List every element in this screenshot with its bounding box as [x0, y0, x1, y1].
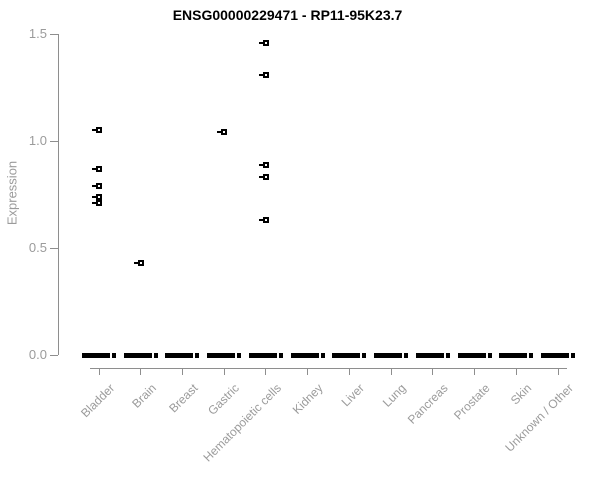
- x-category-label: Bladder: [77, 381, 117, 421]
- zero-cluster-bar: [165, 353, 200, 358]
- x-category-label: Lung: [380, 381, 410, 410]
- data-point: [92, 127, 102, 134]
- x-tick: [140, 368, 142, 375]
- chart-title: ENSG00000229471 - RP11-95K23.7: [172, 7, 403, 23]
- data-point: [258, 217, 269, 224]
- x-tick: [98, 368, 100, 375]
- y-tick-label: 1.5: [28, 26, 47, 41]
- data-point: [92, 200, 102, 207]
- zero-cluster-bar: [457, 353, 492, 358]
- x-tick: [557, 368, 559, 375]
- y-tick-label: 0.0: [28, 347, 47, 362]
- zero-cluster-bar: [82, 353, 116, 358]
- x-category-label: Gastric: [205, 381, 243, 418]
- x-category-label: Hematopoietic cells: [200, 381, 284, 465]
- x-tick: [432, 368, 434, 375]
- x-tick: [515, 368, 517, 375]
- zero-cluster-bar: [207, 353, 242, 358]
- x-tick: [307, 368, 309, 375]
- x-tick: [390, 368, 392, 375]
- x-category-label: Skin: [507, 381, 535, 408]
- data-point: [258, 71, 269, 78]
- x-tick: [223, 368, 225, 375]
- x-category-label: Pancreas: [404, 381, 451, 427]
- data-point: [92, 182, 102, 189]
- zero-cluster-bar: [415, 353, 450, 358]
- zero-cluster-bar: [123, 353, 158, 358]
- data-point: [258, 39, 269, 46]
- x-category-label: Kidney: [289, 381, 326, 417]
- x-tick: [474, 368, 476, 375]
- y-axis-label: Expression: [4, 160, 20, 226]
- data-point: [258, 161, 269, 168]
- y-tick: [50, 354, 58, 356]
- y-axis-line: [58, 34, 59, 355]
- x-category-label: Breast: [165, 381, 201, 416]
- data-point: [217, 129, 228, 136]
- x-category-label: Liver: [338, 381, 368, 410]
- y-tick-label: 1.0: [28, 133, 47, 148]
- zero-cluster-bar: [541, 353, 576, 358]
- y-tick-label: 0.5: [28, 240, 47, 255]
- x-category-label: Brain: [128, 381, 159, 411]
- data-point: [92, 193, 102, 200]
- y-tick: [50, 33, 58, 35]
- x-tick: [265, 368, 267, 375]
- x-tick: [181, 368, 183, 375]
- zero-cluster-bar: [499, 353, 534, 358]
- data-point: [258, 174, 269, 181]
- y-tick: [50, 247, 58, 249]
- zero-cluster-bar: [248, 353, 283, 358]
- y-tick: [50, 140, 58, 142]
- zero-cluster-bar: [374, 353, 409, 358]
- x-axis-line: [90, 368, 567, 369]
- zero-cluster-bar: [332, 353, 367, 358]
- x-category-label: Prostate: [450, 381, 493, 423]
- data-point: [92, 165, 102, 172]
- x-tick: [348, 368, 350, 375]
- zero-cluster-bar: [290, 353, 325, 358]
- data-point: [133, 259, 144, 266]
